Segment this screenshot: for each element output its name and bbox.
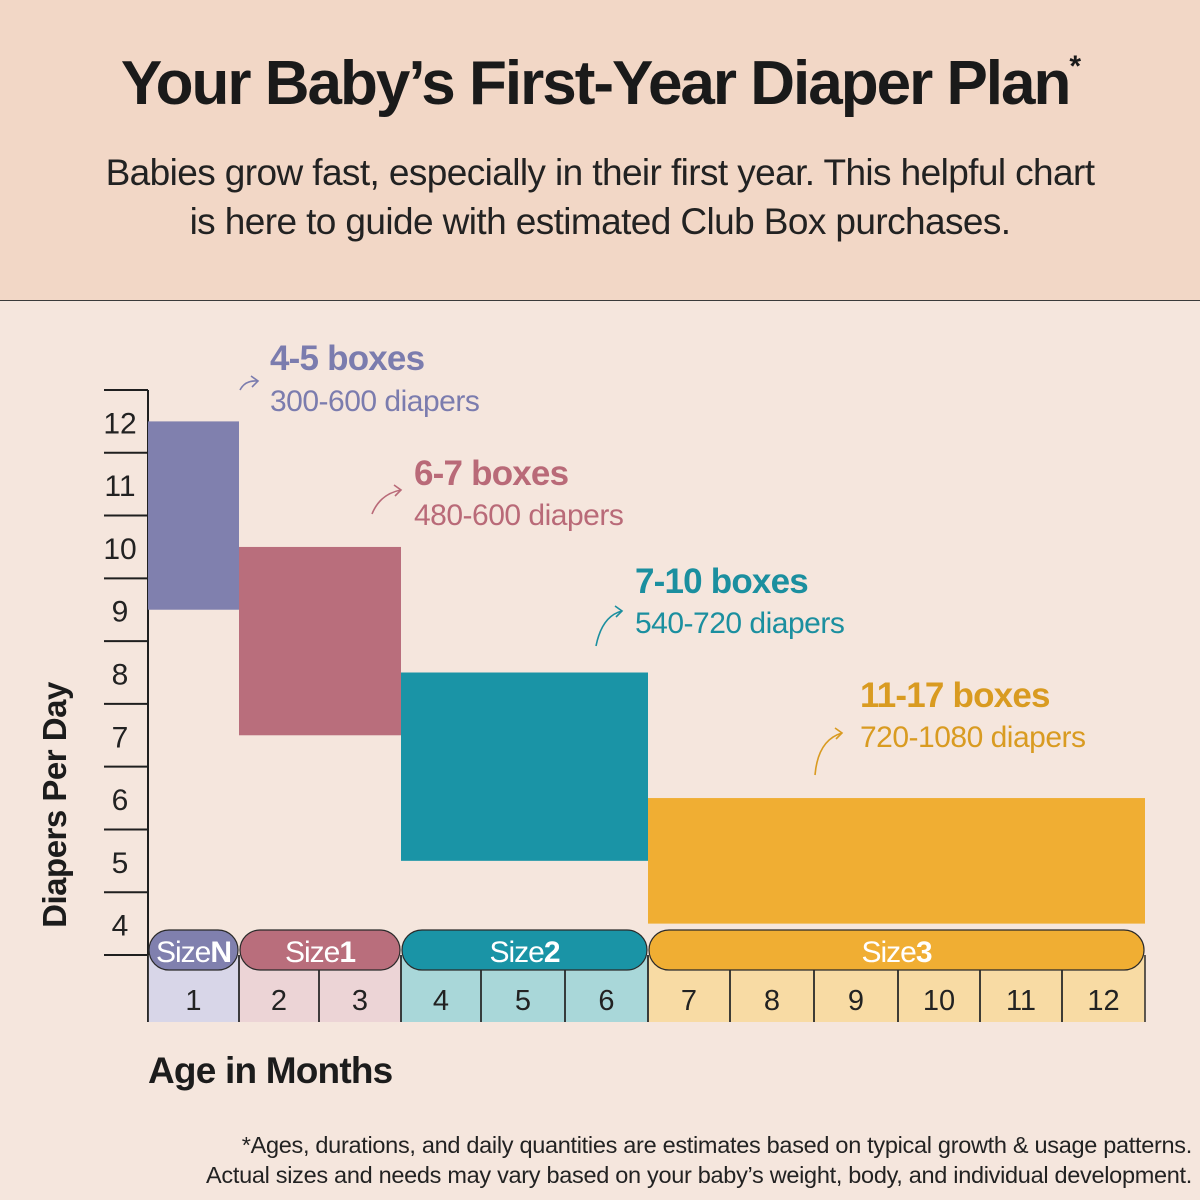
footnote-line-2: Actual sizes and needs may vary based on…	[206, 1162, 1192, 1188]
size-pill	[401, 929, 648, 971]
y-tick-label: 6	[112, 784, 129, 817]
size-pill	[239, 929, 401, 971]
y-tick-label: 4	[112, 910, 129, 943]
size-label-suffix: N	[210, 936, 231, 969]
x-axis-label: Age in Months	[148, 1050, 393, 1091]
month-label: 2	[271, 985, 287, 1017]
diapers-label: 720-1080 diapers	[860, 721, 1086, 754]
month-label: 6	[598, 985, 614, 1017]
size-label-suffix: 1	[339, 936, 355, 969]
y-tick-label: 9	[112, 596, 129, 629]
month-label: 7	[681, 985, 697, 1017]
month-label: 1	[185, 985, 201, 1017]
footnote-line-1: *Ages, durations, and daily quantities a…	[241, 1132, 1193, 1158]
header-banner: Your Baby’s First-Year Diaper Plan* Babi…	[0, 0, 1200, 301]
size-label-suffix: 2	[544, 936, 560, 969]
diapers-label: 540-720 diapers	[635, 607, 844, 640]
footnote: *Ages, durations, and daily quantities a…	[0, 1130, 1192, 1190]
diapers-label: 480-600 diapers	[414, 499, 623, 532]
range-block-1	[148, 421, 239, 610]
annotation-arrow	[371, 489, 402, 515]
page-subtitle: Babies grow fast, especially in their fi…	[40, 148, 1160, 246]
annotation-arrow	[595, 610, 623, 647]
size-label: SizeN	[156, 936, 231, 969]
range-block-3	[401, 672, 648, 861]
subtitle-line-2: is here to guide with estimated Club Box…	[189, 201, 1011, 242]
size-label-prefix: Size	[489, 936, 544, 969]
y-tick-label: 11	[104, 470, 135, 503]
boxes-label: 11-17 boxes	[860, 676, 1050, 715]
annotation-arrowhead	[393, 484, 403, 497]
y-tick-label: 12	[103, 407, 136, 440]
y-tick-label: 5	[112, 847, 129, 880]
month-label: 9	[848, 985, 864, 1017]
size-label: Size3	[861, 936, 931, 969]
size-label-prefix: Size	[285, 936, 340, 969]
size-label-suffix: 3	[916, 936, 932, 969]
size-pill	[148, 929, 239, 971]
size-label: Size1	[285, 936, 355, 969]
diapers-label: 300-600 diapers	[270, 385, 479, 418]
range-block-4	[648, 798, 1145, 924]
month-label: 10	[923, 985, 955, 1017]
size-pill	[648, 929, 1145, 971]
month-label: 5	[515, 985, 531, 1017]
month-label: 8	[764, 985, 780, 1017]
annotation-arrowhead	[834, 727, 844, 740]
size-label: Size2	[489, 936, 559, 969]
boxes-label: 7-10 boxes	[635, 562, 808, 601]
title-asterisk: *	[1069, 50, 1081, 83]
boxes-label: 4-5 boxes	[270, 339, 425, 378]
annotation-arrowhead	[250, 375, 260, 388]
range-block-2	[239, 546, 401, 736]
month-label: 3	[352, 985, 368, 1017]
y-axis-label: Diapers Per Day	[36, 682, 73, 928]
y-tick-label: 8	[112, 659, 129, 692]
y-tick-label: 7	[112, 721, 129, 754]
month-label: 11	[1006, 985, 1036, 1017]
annotation-arrowhead	[614, 605, 624, 618]
size-label-prefix: Size	[861, 936, 916, 969]
size-label-prefix: Size	[156, 936, 211, 969]
annotation-arrow	[239, 380, 259, 391]
month-label: 12	[1087, 985, 1119, 1017]
subtitle-line-1: Babies grow fast, especially in their fi…	[105, 152, 1095, 193]
y-tick-label: 10	[103, 533, 136, 566]
month-label: 4	[433, 985, 449, 1017]
annotation-arrow	[814, 732, 843, 776]
page-title: Your Baby’s First-Year Diaper Plan*	[120, 49, 1081, 118]
boxes-label: 6-7 boxes	[414, 454, 569, 493]
